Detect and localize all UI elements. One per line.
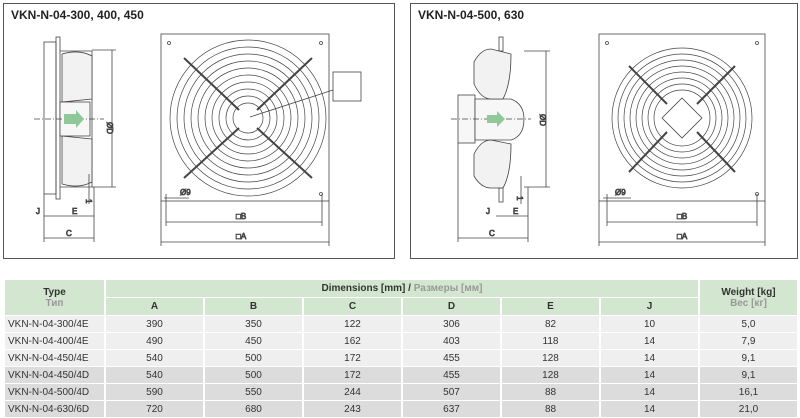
svg-text:□A: □A xyxy=(236,232,247,241)
dimension-cell: 550 xyxy=(205,384,302,400)
dimension-cell: 162 xyxy=(304,333,401,349)
dimension-cell: 10 xyxy=(601,316,698,332)
column-header: A xyxy=(106,298,203,315)
dimension-cell: 88 xyxy=(502,401,599,417)
front-view: Ø9 □B □A xyxy=(598,33,766,246)
dimension-cell: 14 xyxy=(601,333,698,349)
dimension-cell: 455 xyxy=(403,350,500,366)
svg-text:□B: □B xyxy=(236,212,246,221)
type-cell: VKN-N-04-400/4E xyxy=(5,333,104,349)
table-row: VKN-N-04-500/4D 590 550 244 507 88 14 16,1 xyxy=(5,384,797,400)
dimension-cell: 128 xyxy=(502,367,599,383)
svg-text:□B: □B xyxy=(677,212,687,221)
svg-text:E: E xyxy=(513,207,518,216)
dimension-cell: 680 xyxy=(205,401,302,417)
dimension-cell: 637 xyxy=(403,401,500,417)
svg-text:J: J xyxy=(36,207,40,216)
svg-text:□A: □A xyxy=(677,232,688,241)
table-row: VKN-N-04-450/4E 540 500 172 455 128 14 9,1 xyxy=(5,350,797,366)
drawing-title: VKN-N-04-300, 400, 450 xyxy=(11,8,144,22)
technical-drawing: ØD 1 J E C Ø9 xyxy=(34,33,362,246)
dimension-cell: 14 xyxy=(601,367,698,383)
dimension-cell: 14 xyxy=(601,384,698,400)
svg-text:C: C xyxy=(489,229,495,238)
column-header: E xyxy=(502,298,599,315)
dimension-cell: 403 xyxy=(403,333,500,349)
type-cell: VKN-N-04-630/6D xyxy=(5,401,104,417)
type-cell: VKN-N-04-450/4E xyxy=(5,350,104,366)
dimension-cell: 306 xyxy=(403,316,500,332)
technical-drawing: ØD 1 J E C Ø9 □B xyxy=(451,33,766,246)
front-view: Ø9 □B □A xyxy=(160,33,362,246)
type-header: Type Тип xyxy=(5,280,104,315)
type-cell: VKN-N-04-450/4D xyxy=(5,367,104,383)
dimension-cell: 540 xyxy=(106,367,203,383)
table-row: VKN-N-04-400/4E 490 450 162 403 118 14 7,9 xyxy=(5,333,797,349)
svg-text:Ø9: Ø9 xyxy=(180,188,191,197)
drawing-panel-500-630: ØD 1 J E C Ø9 □B xyxy=(410,3,798,259)
dimension-cell: 720 xyxy=(106,401,203,417)
svg-text:E: E xyxy=(72,207,77,216)
dimension-cell: 490 xyxy=(106,333,203,349)
dimensions-table: Type Тип Dimensions [mm] / Размеры [мм] W… xyxy=(3,279,799,418)
dimension-cell: 82 xyxy=(502,316,599,332)
weight-cell: 5,0 xyxy=(700,316,797,332)
svg-text:1: 1 xyxy=(515,196,524,201)
column-headers: A B C D E J xyxy=(5,298,797,315)
airflow-arrow-icon xyxy=(487,111,505,127)
dimension-cell: 390 xyxy=(106,316,203,332)
table-row: VKN-N-04-300/4E 390 350 122 306 82 10 5,0 xyxy=(5,316,797,332)
svg-text:C: C xyxy=(66,229,72,238)
dimension-cell: 122 xyxy=(304,316,401,332)
dimension-cell: 128 xyxy=(502,350,599,366)
dimension-cell: 500 xyxy=(205,367,302,383)
dimension-cell: 88 xyxy=(502,384,599,400)
dimension-cell: 118 xyxy=(502,333,599,349)
type-cell: VKN-N-04-500/4D xyxy=(5,384,104,400)
column-header: C xyxy=(304,298,401,315)
airflow-arrow-icon xyxy=(64,110,84,128)
table-row: VKN-N-04-450/4D 540 500 172 455 128 14 9,1 xyxy=(5,367,797,383)
svg-text:Ø9: Ø9 xyxy=(615,188,626,197)
column-header: B xyxy=(205,298,302,315)
dimensions-header: Dimensions [mm] / Размеры [мм] xyxy=(106,280,698,297)
svg-text:1: 1 xyxy=(84,199,93,204)
svg-text:ØD: ØD xyxy=(105,122,114,134)
drawing-title: VKN-N-04-500, 630 xyxy=(418,8,525,22)
dimension-cell: 590 xyxy=(106,384,203,400)
table-row: VKN-N-04-630/6D 720 680 243 637 88 14 21,0 xyxy=(5,401,797,417)
dimension-cell: 450 xyxy=(205,333,302,349)
dimension-cell: 14 xyxy=(601,350,698,366)
dimension-cell: 350 xyxy=(205,316,302,332)
weight-cell: 9,1 xyxy=(700,367,797,383)
svg-text:ØD: ØD xyxy=(538,114,547,126)
column-header: D xyxy=(403,298,500,315)
column-header: J xyxy=(601,298,698,315)
drawing-panel-300-450: ØD 1 J E C Ø9 xyxy=(3,3,395,259)
fan-guard-rings xyxy=(611,47,753,189)
weight-cell: 16,1 xyxy=(700,384,797,400)
weight-cell: 9,1 xyxy=(700,350,797,366)
weight-cell: 7,9 xyxy=(700,333,797,349)
side-view: ØD 1 J E C xyxy=(451,36,550,242)
dimension-cell: 243 xyxy=(304,401,401,417)
dimension-cell: 172 xyxy=(304,367,401,383)
weight-header: Weight [kg] Вес [кг] xyxy=(700,280,797,315)
dimension-cell: 172 xyxy=(304,350,401,366)
dimension-cell: 507 xyxy=(403,384,500,400)
dimension-cell: 455 xyxy=(403,367,500,383)
dimension-cell: 244 xyxy=(304,384,401,400)
weight-cell: 21,0 xyxy=(700,401,797,417)
dimension-cell: 540 xyxy=(106,350,203,366)
side-view: ØD 1 J E C xyxy=(34,36,116,242)
svg-text:J: J xyxy=(486,207,490,216)
type-cell: VKN-N-04-300/4E xyxy=(5,316,104,332)
dimension-cell: 14 xyxy=(601,401,698,417)
fan-guard-rings xyxy=(169,39,327,197)
dimension-cell: 500 xyxy=(205,350,302,366)
